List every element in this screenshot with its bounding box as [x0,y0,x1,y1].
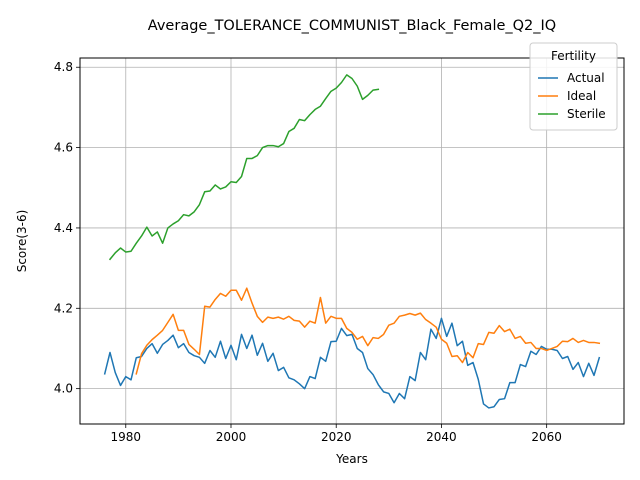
y-axis-ticks: 4.0 4.2 4.4 4.6 4.8 [54,60,80,396]
series-line-actual [103,317,601,409]
x-tick-label: 2000 [216,430,247,444]
legend-title: Fertility [551,49,596,63]
x-axis-ticks: 1980 2000 2020 2040 2060 [110,424,562,444]
chart-title: Average_TOLERANCE_COMMUNIST_Black_Female… [148,18,556,34]
x-axis-label: Years [335,452,368,466]
legend: Fertility Actual Ideal Sterile [529,42,618,131]
y-tick-label: 4.2 [54,301,73,315]
x-tick-label: 2040 [426,430,457,444]
legend-box [529,42,618,131]
y-tick-label: 4.6 [54,141,73,155]
x-tick-label: 1980 [110,430,141,444]
y-tick-label: 4.0 [54,382,73,396]
x-tick-label: 2020 [321,430,352,444]
legend-label-sterile: Sterile [567,107,606,121]
plot-frame [79,57,625,425]
legend-label-actual: Actual [567,71,605,85]
series-lines [103,74,601,409]
x-tick-label: 2060 [531,430,562,444]
y-tick-label: 4.8 [54,60,73,74]
y-axis-label: Score(3-6) [15,210,29,273]
y-tick-label: 4.4 [54,221,73,235]
series-line-ideal [135,287,601,375]
series-line-sterile [108,74,380,261]
legend-label-ideal: Ideal [567,89,596,103]
